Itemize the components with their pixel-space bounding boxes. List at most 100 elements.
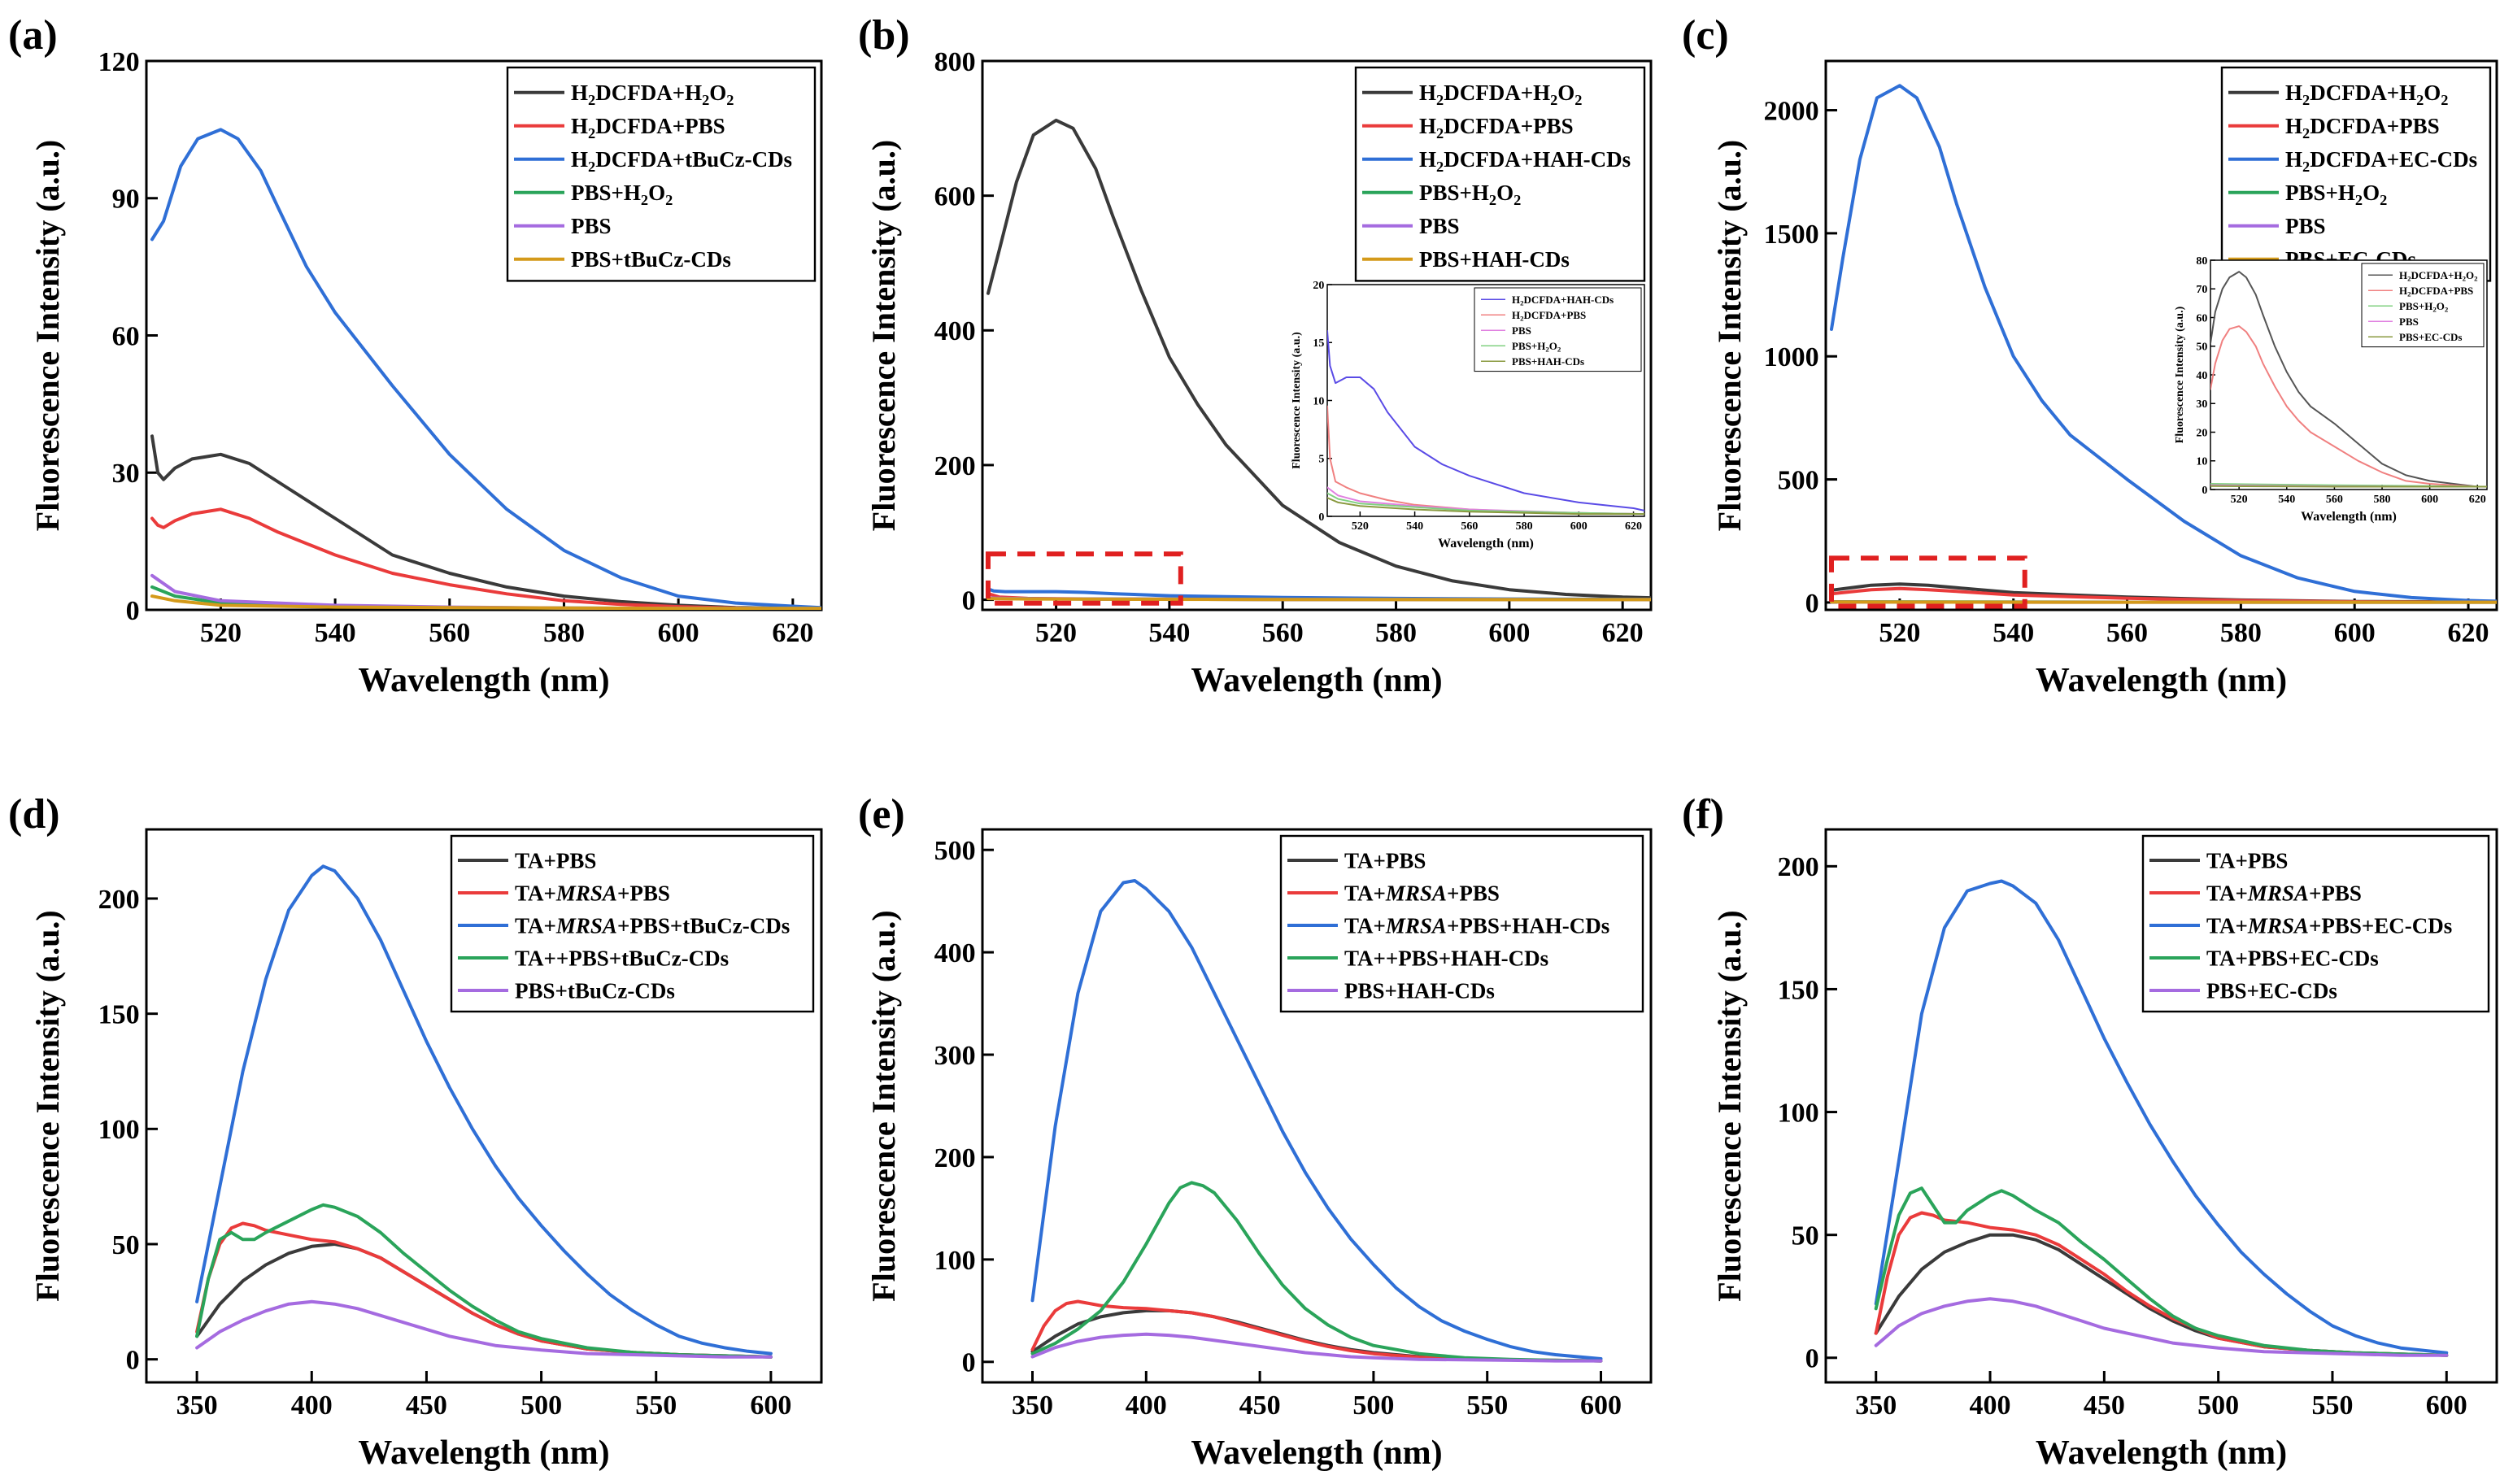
legend-label: PBS+EC-CDs	[2206, 978, 2337, 1003]
series-line-h2dcfda-pbs	[150, 507, 821, 610]
inset-series-line-h2dcfda-h2o2	[2210, 271, 2487, 488]
series-line-h2dcfda-h2o2	[986, 118, 1651, 600]
y-tick-label: 400	[934, 938, 976, 968]
y-axis-title: Fluorescence Intensity (a.u.)	[865, 140, 902, 531]
x-tick-label: 450	[406, 1390, 447, 1421]
series-line-ta-pbs	[195, 1242, 773, 1359]
series-line-pbs-ec-cds	[1874, 1297, 2449, 1357]
series-line-ta-mrsa-pbs-ec-cds	[1874, 879, 2449, 1355]
inset-legend-label: PBS	[1512, 324, 1531, 337]
x-tick-label: 540	[1993, 618, 2034, 648]
plot-frame	[1824, 828, 2498, 1384]
inset-y-tick-label: 5	[1318, 454, 1324, 466]
legend-label: H2​DCFDA+PBS	[2285, 114, 2440, 141]
legend-label: TA+PBS	[1344, 848, 1426, 873]
panel-label: (b)	[858, 12, 910, 59]
legend-label: PBS	[1419, 214, 1460, 238]
zoom-highlight-box	[985, 551, 1183, 606]
y-tick-label: 0	[962, 1348, 976, 1378]
series-line-pbs-hah-cds	[986, 597, 1651, 602]
x-tick-label: 450	[2084, 1390, 2125, 1421]
y-tick-label: 150	[98, 1000, 140, 1030]
x-tick-label: 580	[543, 618, 585, 648]
legend-label: PBS+H2​O2​	[2285, 181, 2387, 208]
inset-x-tick-label: 560	[1461, 520, 1478, 533]
inset-y-tick-label: 50	[2196, 342, 2207, 354]
legend-label: TA+PBS+EC-CDs	[2206, 946, 2379, 970]
y-tick-label: 0	[126, 1346, 140, 1376]
inset-x-tick-label: 600	[1570, 520, 1588, 533]
inset-x-tick-label: 560	[2326, 494, 2343, 506]
series-line-ta-pbs-ec-cds	[1874, 1186, 2449, 1357]
legend-box	[1354, 66, 1646, 282]
x-axis-title: Wavelength (nm)	[1191, 1434, 1442, 1472]
inset-y-tick-label: 20	[2196, 427, 2207, 439]
y-axis-title: Fluorescence Intensity (a.u.)	[1711, 140, 1748, 531]
legend-label: PBS+HAH-CDs	[1344, 978, 1495, 1003]
y-tick-label: 200	[98, 885, 140, 915]
legend-label: PBS+H2​O2​	[571, 181, 673, 208]
series-line-pbs-hah-cds	[1030, 1332, 1603, 1363]
series-line-ta-pbs-hah-cds	[1030, 1181, 1603, 1363]
series-line-ta-mrsa-pbs-tbucz-cds	[195, 864, 773, 1356]
x-tick-label: 620	[1602, 618, 1644, 648]
y-tick-label: 0	[126, 596, 140, 626]
x-tick-label: 400	[1126, 1390, 1167, 1421]
x-axis-title: Wavelength (nm)	[358, 1434, 609, 1472]
inset-x-tick-label: 580	[1516, 520, 1533, 533]
inset-legend-label: H2​DCFDA+PBS	[2399, 285, 2473, 298]
x-tick-label: 500	[2197, 1390, 2239, 1421]
inset-series-line-h2dcfda-pbs	[2210, 325, 2487, 488]
legend-label: PBS+HAH-CDs	[1419, 247, 1570, 272]
inset-x-axis-title: Wavelength (nm)	[2301, 510, 2397, 524]
inset-x-tick-label: 600	[2421, 494, 2438, 506]
x-axis-title: Wavelength (nm)	[1191, 662, 1442, 699]
y-tick-label: 800	[934, 47, 976, 77]
y-tick-label: 1500	[1764, 220, 1819, 250]
legend-label: PBS+H2​O2​	[1419, 181, 1521, 208]
chart-panel-f: 350 400 450 500 550 600 0 50 100 150 200 Wavelength…	[1682, 791, 2498, 1472]
legend-label: TA+MRSA+PBS	[1344, 881, 1500, 905]
legend-label: TA++PBS+tBuCz-CDs	[515, 946, 729, 970]
chart-panel-c: 520 540 560 580 600 6200500100015002000Wavele…	[1682, 12, 2498, 699]
x-tick-label: 400	[1970, 1390, 2011, 1421]
x-axis-title: Wavelength (nm)	[2036, 662, 2287, 699]
inset-legend-label: PBS+H2​O2​	[1512, 340, 1561, 354]
legend-label: H2​DCFDA+EC-CDs	[2285, 147, 2477, 175]
legend-label: TA+MRSA+PBS	[515, 881, 670, 905]
inset-chart: 520 540 560 580 600 620 0 10 20 30 40 50 60 70 80 Wavel…	[2174, 255, 2488, 524]
series-line-ta-pbs-tbucz-cds	[195, 1203, 773, 1359]
x-tick-label: 600	[658, 618, 699, 648]
inset-legend-label: H2​DCFDA+PBS	[1512, 309, 1586, 323]
inset-y-tick-label: 0	[2202, 485, 2207, 497]
y-tick-label: 100	[934, 1246, 976, 1276]
legend-label: TA+MRSA+PBS	[2206, 881, 2362, 905]
y-axis-title: Fluorescence Intensity (a.u.)	[1711, 910, 1748, 1301]
inset-x-tick-label: 580	[2374, 494, 2391, 506]
x-tick-label: 520	[1879, 618, 1920, 648]
x-tick-label: 350	[176, 1390, 218, 1421]
legend-label: PBS	[2285, 214, 2326, 238]
x-tick-label: 560	[429, 618, 470, 648]
y-tick-label: 50	[112, 1230, 140, 1260]
legend-box	[2141, 834, 2490, 1013]
x-tick-label: 620	[772, 618, 813, 648]
legend-label: PBS	[571, 214, 612, 238]
x-tick-label: 500	[1352, 1390, 1394, 1421]
x-axis-title: Wavelength (nm)	[2036, 1434, 2287, 1472]
x-tick-label: 350	[1012, 1390, 1053, 1421]
plot-frame	[981, 59, 1653, 611]
legend-label: TA+MRSA+PBS+EC-CDs	[2206, 913, 2452, 938]
x-tick-label: 560	[2106, 618, 2148, 648]
panel-label: (e)	[858, 791, 905, 838]
inset-y-tick-label: 30	[2196, 398, 2207, 411]
y-axis-title: Fluorescence Intensity (a.u.)	[29, 140, 66, 531]
y-tick-label: 0	[1805, 1344, 1819, 1374]
y-tick-label: 50	[1792, 1221, 1819, 1251]
inset-y-tick-label: 10	[1313, 395, 1324, 407]
chart-panel-b: 520 540 560 580 600 6200200400600800Wavelengt…	[858, 12, 1653, 699]
x-tick-label: 550	[2311, 1390, 2353, 1421]
inset-legend-box	[2361, 263, 2485, 348]
y-axis-title: Fluorescence Intensity (a.u.)	[865, 910, 902, 1301]
inset-series-line-pbs-h2o2	[1327, 492, 1644, 516]
